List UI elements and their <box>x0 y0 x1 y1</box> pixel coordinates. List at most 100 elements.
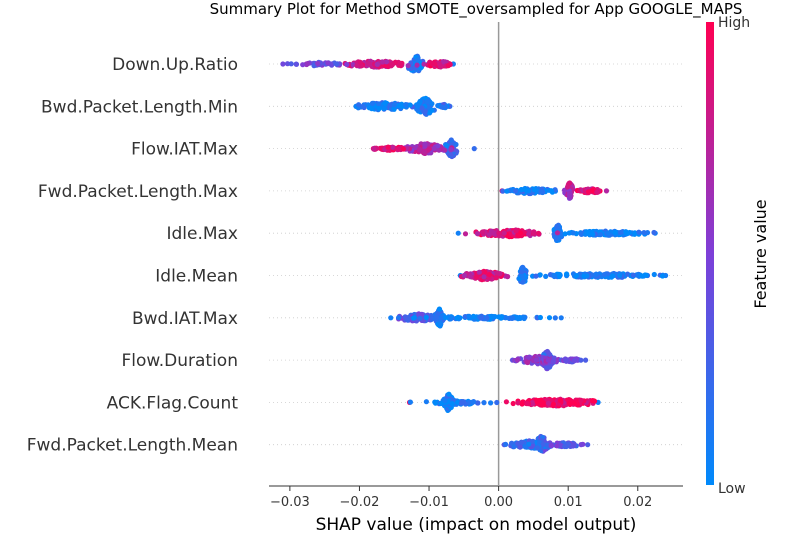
data-point <box>462 231 469 237</box>
data-point <box>510 400 516 407</box>
data-point <box>421 61 427 67</box>
x-tick-label: 0.01 <box>554 495 583 510</box>
feature-label: Idle.Mean <box>155 267 238 287</box>
data-point <box>503 399 509 405</box>
data-point <box>534 445 541 451</box>
x-ticks: −0.03 −0.02 −0.01 0.00 0.01 0.02 <box>270 486 652 510</box>
data-point <box>585 189 591 195</box>
data-point <box>573 273 579 279</box>
data-point <box>466 313 472 319</box>
data-point <box>447 316 454 322</box>
data-point <box>481 274 487 280</box>
data-point <box>548 188 555 194</box>
data-point <box>443 104 449 110</box>
data-point <box>424 98 430 105</box>
x-tick-label: −0.03 <box>270 495 310 510</box>
data-point <box>498 314 504 320</box>
data-point <box>550 401 557 407</box>
data-point <box>350 62 356 68</box>
data-point <box>422 108 428 114</box>
data-point <box>511 444 517 450</box>
data-point <box>590 231 596 237</box>
data-point <box>436 306 443 312</box>
data-point <box>562 443 568 450</box>
data-point <box>554 443 560 449</box>
data-point <box>590 398 596 404</box>
data-point <box>519 269 525 275</box>
data-point <box>453 141 459 148</box>
data-point <box>423 399 429 405</box>
data-point <box>315 60 321 67</box>
data-point <box>597 232 604 238</box>
data-point <box>484 315 490 321</box>
data-point <box>360 103 366 109</box>
data-point <box>389 62 395 68</box>
data-point <box>533 273 539 279</box>
data-point <box>376 101 382 107</box>
data-point <box>500 188 506 194</box>
colorbar-low-label: Low <box>718 481 746 497</box>
data-point <box>504 188 510 194</box>
data-point <box>537 314 544 321</box>
data-point <box>288 61 294 67</box>
data-point <box>284 61 291 67</box>
data-point <box>537 272 543 278</box>
data-point <box>440 59 446 65</box>
data-point <box>520 279 526 285</box>
data-point <box>486 232 492 238</box>
data-point <box>431 146 437 152</box>
data-point <box>553 235 559 241</box>
data-point <box>519 439 525 445</box>
data-point <box>407 399 413 405</box>
data-point <box>325 60 331 66</box>
data-point <box>492 314 498 320</box>
data-point <box>402 314 408 320</box>
data-point <box>415 103 421 109</box>
data-point <box>411 315 417 321</box>
data-point <box>432 400 439 406</box>
feature-labels: Down.Up.Ratio Bwd.Packet.Length.Min Flow.I… <box>27 55 239 456</box>
data-point <box>531 187 537 193</box>
data-point <box>446 391 452 397</box>
data-point <box>514 357 520 363</box>
data-point <box>371 146 377 152</box>
data-point <box>550 358 557 365</box>
scatter-points <box>280 53 669 454</box>
data-point <box>476 269 482 275</box>
data-point <box>564 271 570 277</box>
data-point <box>435 143 441 149</box>
data-point <box>438 316 444 322</box>
data-point <box>515 316 521 322</box>
data-point <box>659 273 666 279</box>
data-point <box>293 61 300 67</box>
data-point <box>423 314 429 321</box>
data-point <box>522 444 529 450</box>
data-point <box>545 357 552 363</box>
feature-label: Fwd.Packet.Length.Mean <box>27 436 238 456</box>
data-point <box>354 63 360 69</box>
data-point <box>632 231 638 237</box>
data-point <box>448 151 454 157</box>
data-point <box>513 228 519 234</box>
data-point <box>405 63 411 69</box>
data-point <box>630 272 636 278</box>
data-point <box>442 398 448 404</box>
data-point <box>617 272 623 279</box>
data-point <box>380 59 386 65</box>
data-point <box>519 274 526 280</box>
data-point <box>540 441 546 447</box>
data-point <box>501 230 507 236</box>
data-point <box>651 271 657 278</box>
data-point <box>515 232 521 238</box>
data-point <box>544 364 550 370</box>
data-point <box>365 60 371 67</box>
data-point <box>567 190 573 196</box>
data-point <box>505 274 511 280</box>
data-point <box>625 271 631 277</box>
data-point <box>344 61 350 68</box>
data-point <box>458 400 465 406</box>
colorbar-high-label: High <box>718 15 750 31</box>
data-point <box>391 102 397 108</box>
data-point <box>566 441 572 447</box>
